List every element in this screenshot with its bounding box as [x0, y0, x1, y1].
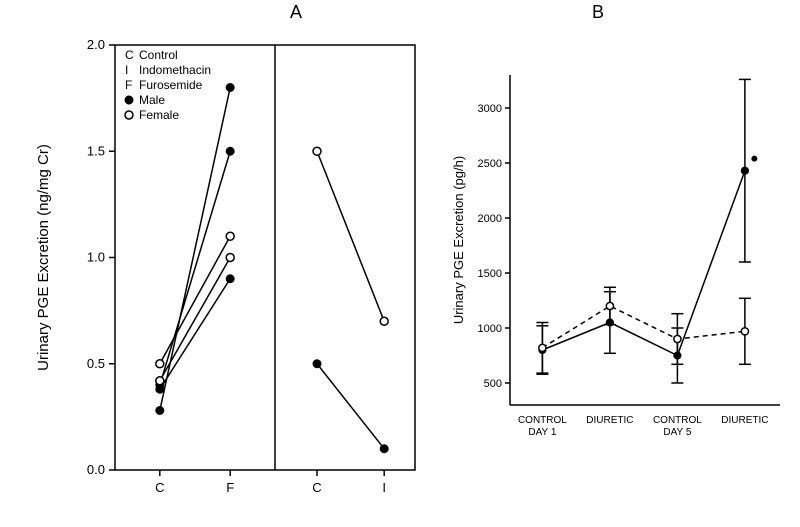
- x-label-top: DIURETIC: [721, 415, 768, 426]
- ytick-label: 500: [484, 378, 502, 390]
- ytick-label: 1500: [478, 268, 502, 280]
- data-marker: [380, 317, 388, 325]
- ytick-label: 1000: [478, 323, 502, 335]
- data-marker: [156, 360, 164, 368]
- data-marker: [380, 445, 388, 453]
- panel-a-ylabel: Urinary PGE Excretion (ng/mg Cr): [35, 144, 52, 371]
- legend-label: Control: [139, 48, 178, 62]
- legend-label: Male: [139, 93, 165, 107]
- x-label-top: DIURETIC: [586, 415, 633, 426]
- legend-symbol: F: [125, 78, 132, 92]
- ytick-label: 2500: [478, 158, 502, 170]
- panel-b-label: B: [592, 2, 604, 23]
- panel-b-ylabel: Urinary PGE Excretion (pg/h): [451, 156, 466, 324]
- xtick-label: F: [226, 480, 234, 495]
- xtick-label: I: [382, 480, 386, 495]
- data-marker: [606, 302, 613, 309]
- x-label-top: CONTROL: [518, 415, 567, 426]
- legend-symbol: I: [125, 63, 128, 77]
- legend-label: Female: [139, 108, 179, 122]
- ytick-label: 1.0: [87, 250, 105, 265]
- data-marker: [741, 328, 748, 335]
- extra-marker: [752, 156, 757, 161]
- x-label-top: CONTROL: [653, 415, 702, 426]
- data-marker: [674, 335, 681, 342]
- ytick-label: 2000: [478, 213, 502, 225]
- data-marker: [156, 407, 164, 415]
- x-label-bot: DAY 5: [663, 427, 691, 438]
- data-marker: [741, 167, 748, 174]
- panel-b-chart: 500 1000 1500 2000 2500 3000 Urinary PGE Excre…: [445, 55, 800, 505]
- legend-label: Furosemide: [139, 78, 203, 92]
- data-marker: [226, 275, 234, 283]
- data-marker: [313, 147, 321, 155]
- data-marker: [539, 344, 546, 351]
- ytick-label: 3000: [478, 103, 502, 115]
- data-marker: [313, 360, 321, 368]
- ytick-label: 1.5: [87, 143, 105, 158]
- legend-marker: [125, 96, 133, 104]
- data-marker: [226, 84, 234, 92]
- ytick-label: 2.0: [87, 37, 105, 52]
- ytick-label: 0.5: [87, 356, 105, 371]
- x-label-bot: DAY 1: [528, 427, 556, 438]
- data-marker: [156, 385, 164, 393]
- xtick-label: C: [155, 480, 164, 495]
- data-marker: [226, 232, 234, 240]
- legend-marker: [125, 111, 133, 119]
- legend-symbol: C: [125, 48, 134, 62]
- panel-a-label: A: [290, 2, 302, 23]
- ytick-label: 0.0: [87, 462, 105, 477]
- data-marker: [226, 147, 234, 155]
- xtick-label: C: [312, 480, 321, 495]
- panel-a-chart: 0.0 0.5 1.0 1.5 2.0 Urinary PGE Excretion (ng…: [0, 25, 440, 520]
- data-marker: [226, 254, 234, 262]
- legend-label: Indomethacin: [139, 63, 211, 77]
